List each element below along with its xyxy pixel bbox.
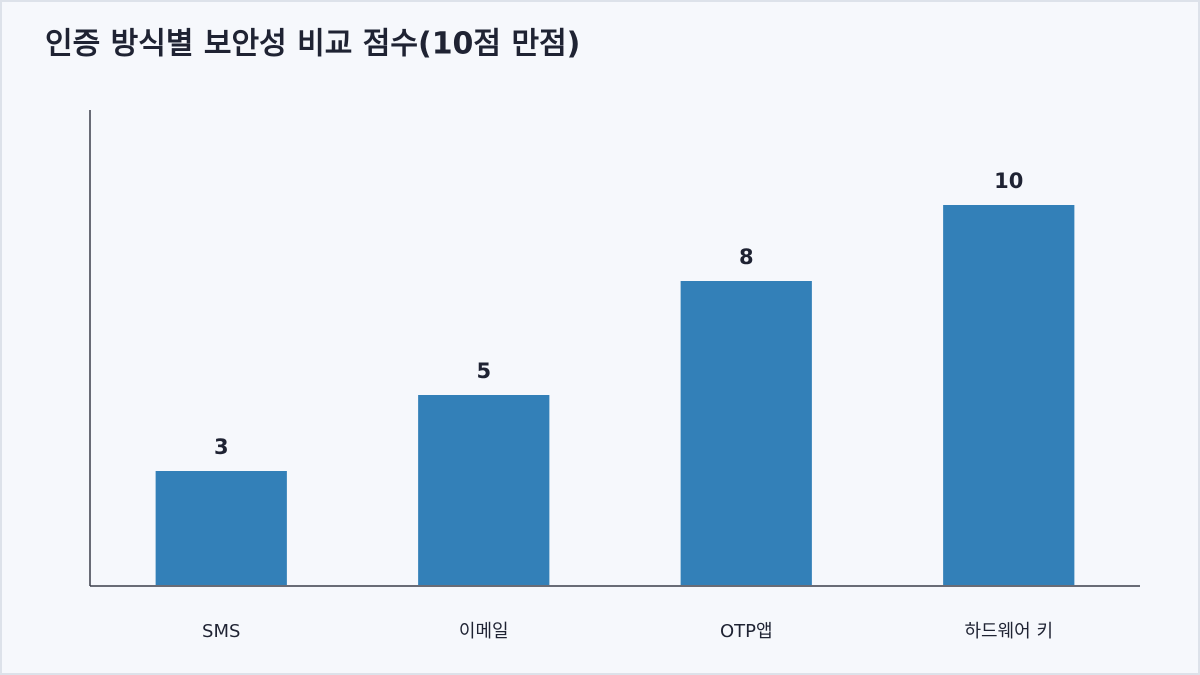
- x-tick-label: 이메일: [459, 621, 509, 642]
- value-label: 8: [739, 245, 754, 269]
- chart-title: 인증 방식별 보안성 비교 점수(10점 만점): [45, 27, 580, 62]
- bar: [680, 281, 812, 585]
- x-tick-label: 하드웨어 키: [964, 621, 1053, 642]
- bar: [418, 395, 550, 585]
- value-label: 5: [476, 359, 491, 383]
- bar: [155, 471, 287, 585]
- x-tick-label: OTP앱: [720, 621, 773, 642]
- bar: [943, 205, 1075, 585]
- value-label: 3: [214, 435, 229, 459]
- value-label: 10: [994, 169, 1023, 193]
- x-tick-label: SMS: [202, 621, 240, 642]
